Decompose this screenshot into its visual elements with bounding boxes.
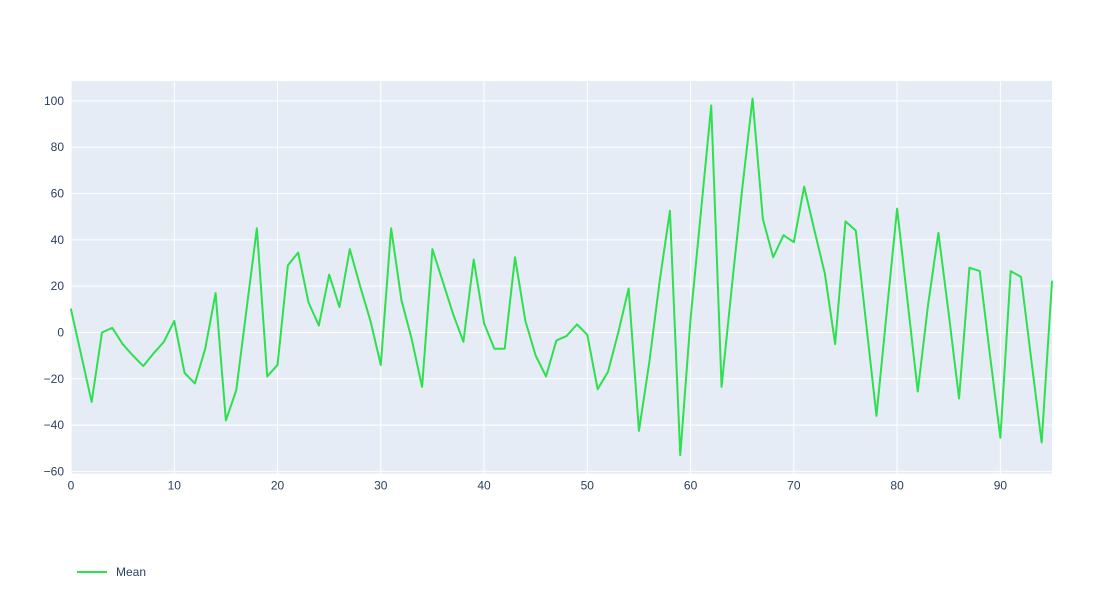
x-tick-label: 20 xyxy=(271,479,285,493)
y-tick-label: −60 xyxy=(44,464,65,478)
series-line-mean xyxy=(70,97,1053,457)
plot-background xyxy=(71,81,1052,474)
y-tick-label: 60 xyxy=(51,187,65,201)
x-tick-label: 10 xyxy=(168,479,182,493)
y-tick-label: 20 xyxy=(51,279,65,293)
y-tick-label: −20 xyxy=(44,372,65,386)
x-tick-label: 60 xyxy=(684,479,698,493)
y-tick-label: 0 xyxy=(57,325,64,339)
x-tick-label: 0 xyxy=(68,479,75,493)
legend-line-swatch xyxy=(77,571,107,573)
x-tick-label: 50 xyxy=(581,479,595,493)
x-tick-label: 90 xyxy=(994,479,1008,493)
y-tick-label: 100 xyxy=(44,94,64,108)
y-tick-label: 80 xyxy=(51,140,65,154)
legend-item-mean[interactable]: Mean xyxy=(77,564,146,580)
x-tick-label: 40 xyxy=(477,479,491,493)
legend: Mean xyxy=(77,564,146,580)
x-tick-label: 30 xyxy=(374,479,388,493)
x-tick-label: 80 xyxy=(890,479,904,493)
y-tick-label: −40 xyxy=(44,418,65,432)
legend-label: Mean xyxy=(116,565,147,579)
x-tick-label: 70 xyxy=(787,479,801,493)
y-tick-label: 40 xyxy=(51,233,65,247)
